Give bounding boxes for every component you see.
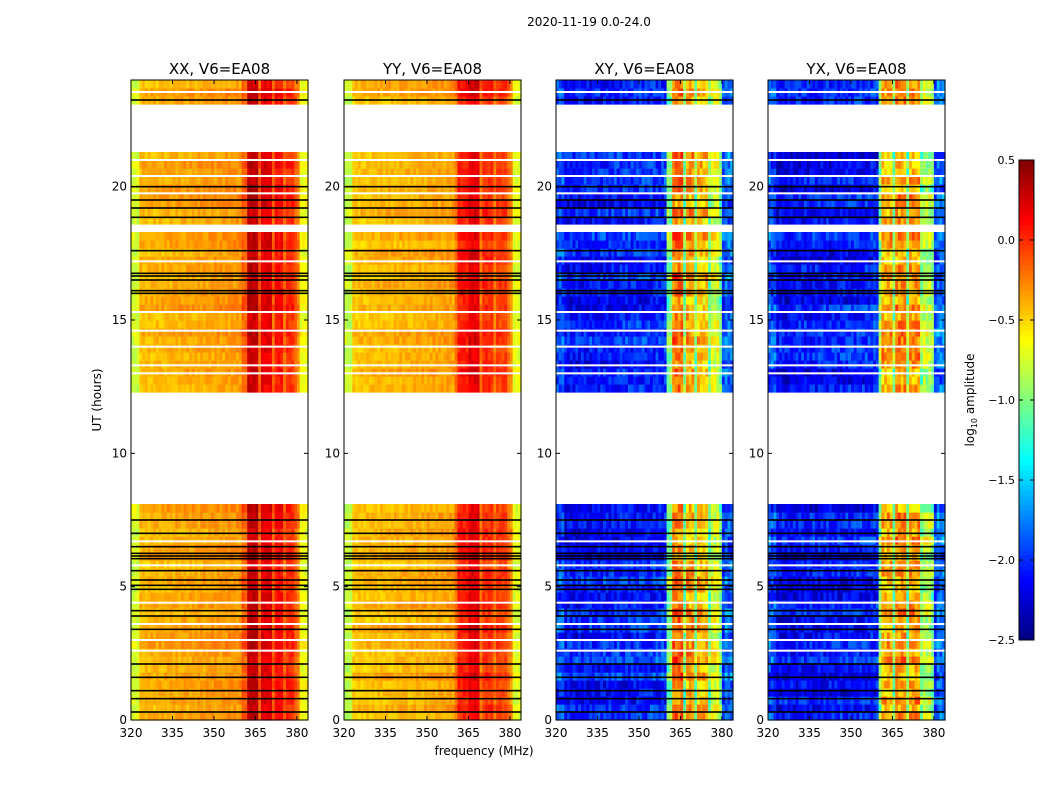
y-tick-label: 10 [112,446,127,460]
flagged-line [131,533,308,535]
blank-line [131,192,308,194]
x-tick-label: 365 [244,726,267,740]
flagged-line [131,273,308,275]
flagged-line [131,275,308,277]
flagged-line [131,217,308,219]
panel-0: XX, V6=EA08 320 335 350 365 380 0 5 10 15 20 [112,60,309,740]
blank-line [131,159,308,161]
y-tick-label: 20 [112,180,127,194]
blank-line [131,564,308,566]
blank-line [131,346,308,348]
flagged-line [131,690,308,692]
flagged-line [131,293,308,295]
flagged-line [131,186,308,188]
blank-line [131,260,308,262]
flagged-line [131,629,308,631]
blank-line [131,650,308,652]
flagged-line [131,250,308,252]
flagged-line [131,279,308,281]
x-tick-label: 320 [120,726,143,740]
blank-line [131,372,308,374]
flagged-line [131,585,308,587]
x-axis-label: frequency (MHz) [434,744,533,758]
blank-line [131,602,308,604]
flagged-line [131,615,308,617]
y-axis-label: UT (hours) [90,368,104,431]
flagged-line [131,677,308,679]
flagged-line [131,519,308,521]
y-tick-label: 5 [119,580,127,594]
flagged-line [131,589,308,591]
figure-title: 2020-11-19 0.0-24.0 [527,15,651,29]
blank-line [131,330,308,332]
blank-line [131,364,308,366]
flagged-line [131,290,308,292]
y-tick-label: 15 [112,313,127,327]
flagged-line [131,99,308,101]
flagged-line [131,610,308,612]
flagged-line [131,546,308,548]
flagged-line [131,579,308,581]
blank-line [131,639,308,641]
y-tick-label: 0 [119,713,127,727]
flagged-line [131,555,308,557]
blank-line [131,311,308,313]
blank-line [131,175,308,177]
blank-line [131,623,308,625]
flagged-line [131,558,308,560]
flagged-line [131,553,308,555]
blank-line [131,91,308,93]
panels: XX, V6=EA08 320 335 350 365 380 0 5 10 15 20 YY, V6… [112,60,946,740]
flagged-line [131,663,308,665]
flagged-line [131,711,308,713]
x-tick-label: 350 [203,726,226,740]
x-tick-label: 380 [285,726,308,740]
blank-line [131,540,308,542]
flagged-line [131,199,308,201]
flagged-line [131,207,308,209]
panel-title: XX, V6=EA08 [169,60,270,78]
flagged-line [131,570,308,572]
flagged-line [131,698,308,700]
x-tick-label: 335 [161,726,184,740]
